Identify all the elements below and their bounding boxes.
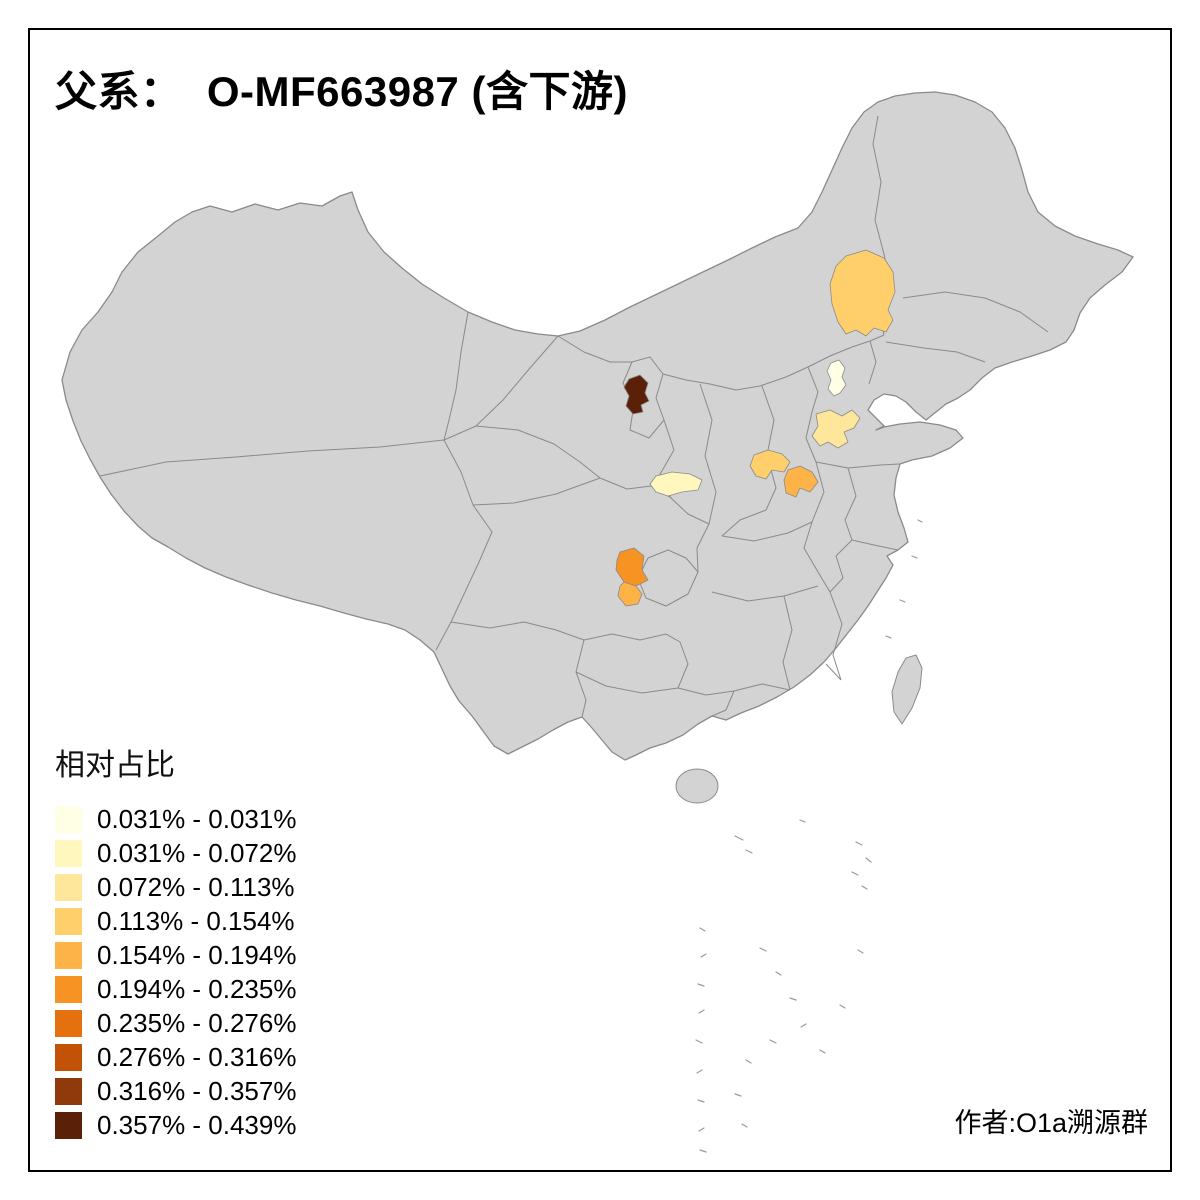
legend-label: 0.235% - 0.276% <box>97 1007 297 1038</box>
legend-label: 0.357% - 0.439% <box>97 1109 297 1140</box>
legend-item: 0.357% - 0.439% <box>55 1108 296 1142</box>
legend-label: 0.072% - 0.113% <box>97 871 295 902</box>
legend-item: 0.316% - 0.357% <box>55 1074 296 1108</box>
region-shaanxi-central <box>649 471 703 497</box>
china-mainland <box>61 91 1134 761</box>
legend-title: 相对占比 <box>55 749 175 782</box>
legend-item: 0.031% - 0.072% <box>55 836 296 870</box>
legend-label: 0.194% - 0.235% <box>97 973 297 1004</box>
legend-item: 0.235% - 0.276% <box>55 1006 296 1040</box>
legend: 相对占比 0.031% - 0.031% 0.031% - 0.072% 0.0… <box>55 748 296 1142</box>
taiwan-island <box>891 654 923 725</box>
region-sichuan-east-upper <box>615 547 649 587</box>
legend-swatch <box>55 907 82 935</box>
legend-swatch <box>55 975 82 1003</box>
south-china-sea-islets <box>695 519 923 1153</box>
region-shandong-west <box>811 409 861 449</box>
legend-swatch <box>55 805 82 833</box>
province-borders-west <box>99 311 601 651</box>
legend-item: 0.031% - 0.031% <box>55 802 296 836</box>
legend-item: 0.113% - 0.154% <box>55 904 296 938</box>
highlighted-regions <box>615 249 896 607</box>
region-henan-central <box>783 465 819 498</box>
attribution: 作者:O1a溯源群 <box>954 1108 1148 1138</box>
legend-swatch <box>55 941 82 969</box>
region-ningxia-center <box>623 374 650 415</box>
legend-item: 0.276% - 0.316% <box>55 1040 296 1074</box>
islands <box>675 519 923 1153</box>
page-title: 父系： O-MF663987 (含下游) <box>55 68 628 115</box>
legend-label: 0.113% - 0.154% <box>97 905 295 936</box>
legend-label: 0.316% - 0.357% <box>97 1075 297 1106</box>
legend-swatch <box>55 1111 82 1139</box>
region-henan-north <box>749 449 791 480</box>
legend-swatch <box>55 873 82 901</box>
region-beijing <box>826 359 847 397</box>
legend-item: 0.154% - 0.194% <box>55 938 296 972</box>
legend-item: 0.194% - 0.235% <box>55 972 296 1006</box>
province-borders <box>99 115 1049 718</box>
legend-swatch <box>55 1043 82 1071</box>
region-sichuan-east-lower <box>617 581 643 607</box>
legend-item: 0.072% - 0.113% <box>55 870 296 904</box>
legend-label: 0.031% - 0.072% <box>97 837 297 868</box>
legend-swatch <box>55 1077 82 1105</box>
province-borders-south <box>450 467 899 718</box>
legend-label: 0.276% - 0.316% <box>97 1041 297 1072</box>
legend-label: 0.031% - 0.031% <box>97 803 297 834</box>
legend-label: 0.154% - 0.194% <box>97 939 297 970</box>
legend-swatch <box>55 839 82 867</box>
hainan-island <box>675 768 719 804</box>
region-inner-mongolia-southeast <box>829 249 896 337</box>
province-borders-north <box>557 115 886 439</box>
legend-swatch <box>55 1009 82 1037</box>
province-borders-northeast <box>885 291 1049 363</box>
